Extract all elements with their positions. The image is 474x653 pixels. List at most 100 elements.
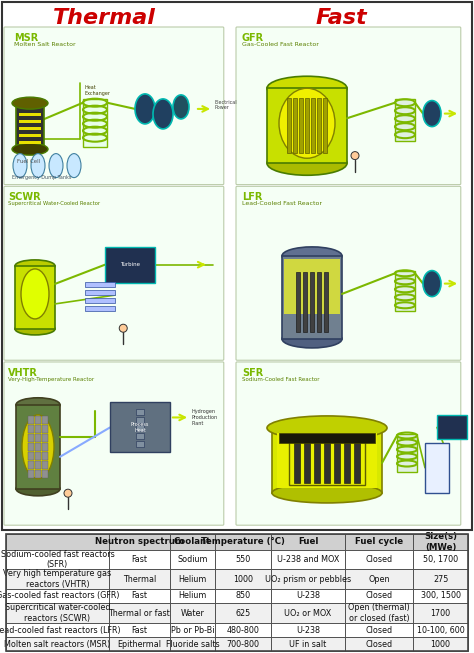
Text: Hydrogen
Production
Plant: Hydrogen Production Plant xyxy=(192,409,218,426)
Bar xyxy=(16,405,60,489)
Bar xyxy=(271,550,346,569)
Bar xyxy=(35,470,41,478)
Text: 550: 550 xyxy=(236,555,251,564)
Bar xyxy=(299,98,303,153)
Bar xyxy=(215,534,271,550)
FancyBboxPatch shape xyxy=(4,362,224,525)
Bar xyxy=(437,415,467,439)
Bar xyxy=(305,98,309,153)
Bar xyxy=(35,434,41,442)
Bar xyxy=(425,443,449,493)
Text: UO₂ or MOX: UO₂ or MOX xyxy=(284,609,332,618)
Text: GFR: GFR xyxy=(242,33,264,43)
Text: Molten Salt Reactor: Molten Salt Reactor xyxy=(14,42,76,47)
Text: Lead-Cooled Fast Reactor: Lead-Cooled Fast Reactor xyxy=(242,201,322,206)
Bar xyxy=(271,589,346,603)
FancyBboxPatch shape xyxy=(4,27,224,185)
Bar xyxy=(109,569,170,589)
Bar xyxy=(85,298,115,303)
Text: 625: 625 xyxy=(236,609,251,618)
Bar xyxy=(110,402,170,453)
Bar xyxy=(35,425,41,433)
Bar xyxy=(35,443,41,451)
Text: Fast: Fast xyxy=(131,555,147,564)
Bar xyxy=(397,434,417,471)
Bar xyxy=(170,534,215,550)
Text: 10-100, 600: 10-100, 600 xyxy=(417,626,465,635)
Bar xyxy=(170,603,215,624)
Text: Open: Open xyxy=(368,575,390,584)
Bar xyxy=(6,569,109,589)
Bar xyxy=(413,637,468,651)
FancyBboxPatch shape xyxy=(236,362,461,525)
Ellipse shape xyxy=(282,247,342,265)
Ellipse shape xyxy=(173,95,189,119)
Text: Gas-Cooled Fast Reactor: Gas-Cooled Fast Reactor xyxy=(242,42,319,47)
Text: Temperature (°C): Temperature (°C) xyxy=(201,537,285,547)
Ellipse shape xyxy=(267,76,347,101)
Bar xyxy=(6,550,109,569)
Bar xyxy=(294,443,300,483)
Bar xyxy=(334,443,340,483)
Text: VHTR: VHTR xyxy=(8,368,38,378)
Text: Sodium-Cooled Fast Reactor: Sodium-Cooled Fast Reactor xyxy=(242,377,319,382)
Ellipse shape xyxy=(12,97,48,109)
Text: 1000: 1000 xyxy=(233,575,253,584)
Circle shape xyxy=(64,489,72,497)
Ellipse shape xyxy=(21,269,49,319)
Bar xyxy=(85,306,115,311)
Text: Sodium: Sodium xyxy=(177,555,208,564)
Ellipse shape xyxy=(13,153,27,178)
Text: 480-800: 480-800 xyxy=(227,626,259,635)
Bar xyxy=(271,603,346,624)
Bar xyxy=(271,637,346,651)
Text: MSR: MSR xyxy=(14,33,38,43)
Bar xyxy=(6,534,109,550)
Bar xyxy=(28,434,34,442)
Bar xyxy=(109,589,170,603)
Bar xyxy=(85,282,115,287)
Ellipse shape xyxy=(135,94,155,124)
Bar xyxy=(395,271,415,311)
Bar xyxy=(136,409,144,415)
Bar xyxy=(105,247,155,283)
Bar xyxy=(344,443,350,483)
Circle shape xyxy=(351,151,359,159)
Text: 300, 1500: 300, 1500 xyxy=(420,591,461,600)
Bar xyxy=(413,569,468,589)
Bar xyxy=(413,534,468,550)
Bar xyxy=(28,443,34,451)
Bar xyxy=(293,98,297,153)
Text: Molten salt reactors (MSR): Molten salt reactors (MSR) xyxy=(4,640,110,648)
Bar xyxy=(304,443,310,483)
Text: Closed: Closed xyxy=(365,555,393,564)
Bar xyxy=(272,428,382,493)
Ellipse shape xyxy=(16,482,60,496)
Bar xyxy=(28,416,34,424)
Ellipse shape xyxy=(67,153,81,178)
Bar xyxy=(42,425,48,433)
Text: 1700: 1700 xyxy=(430,609,451,618)
Bar xyxy=(346,550,413,569)
Bar xyxy=(28,452,34,460)
Ellipse shape xyxy=(15,260,55,272)
Text: Fuel Cell: Fuel Cell xyxy=(17,159,40,164)
Text: Supercritical water-cooled
reactors (SCWR): Supercritical water-cooled reactors (SCW… xyxy=(5,603,110,623)
Bar xyxy=(19,120,41,123)
Text: Closed: Closed xyxy=(365,640,393,648)
Bar xyxy=(15,266,55,329)
Ellipse shape xyxy=(153,99,173,129)
Bar xyxy=(346,603,413,624)
Bar xyxy=(42,470,48,478)
Text: Heat
Exchanger: Heat Exchanger xyxy=(85,86,111,96)
Bar xyxy=(19,113,41,116)
Bar xyxy=(19,127,41,130)
Bar xyxy=(284,259,340,314)
Ellipse shape xyxy=(22,415,54,479)
Bar xyxy=(35,416,41,424)
Bar xyxy=(324,272,328,332)
Ellipse shape xyxy=(272,483,382,503)
Bar xyxy=(136,434,144,439)
Bar xyxy=(346,637,413,651)
Bar xyxy=(413,589,468,603)
